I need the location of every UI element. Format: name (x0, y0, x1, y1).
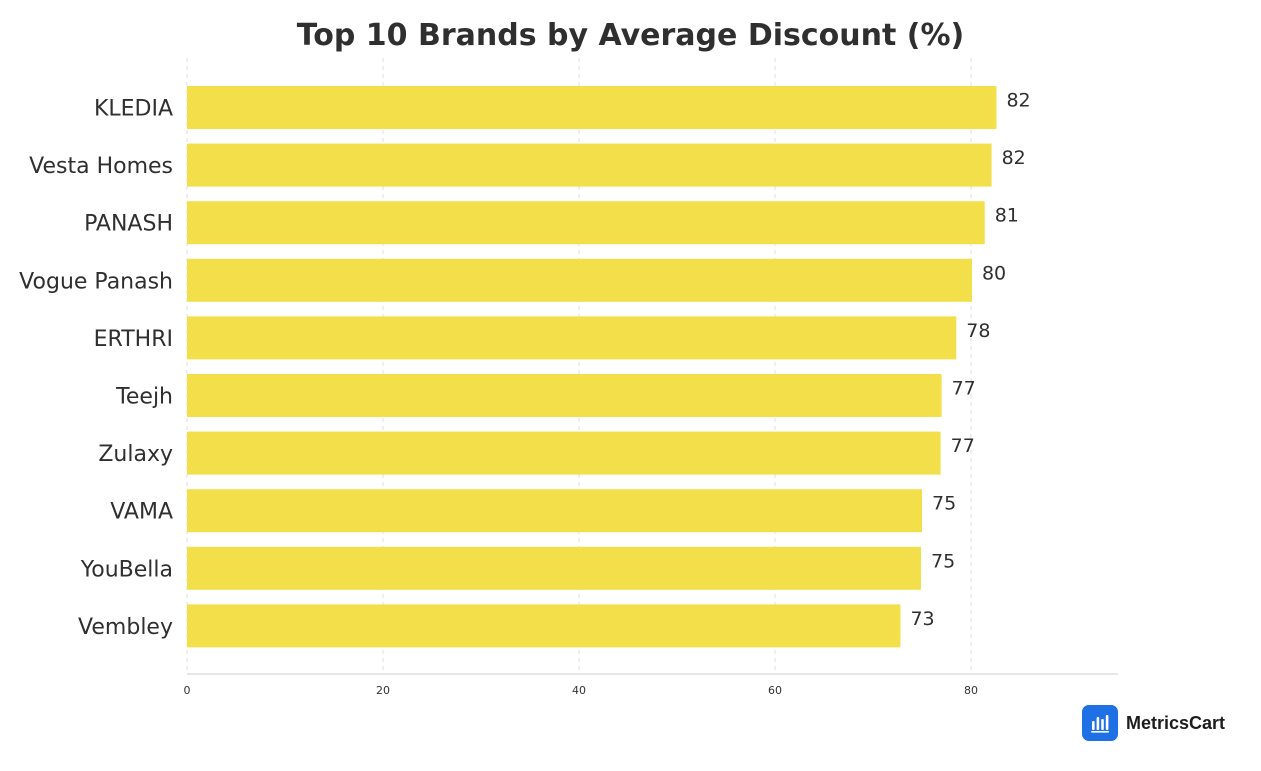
value-label: 75 (931, 550, 955, 572)
bar (187, 374, 942, 417)
bar (187, 604, 901, 648)
category-label: Vogue Panash (19, 269, 173, 294)
x-tick-label: 60 (768, 684, 782, 697)
x-tick-labels: 0 20 40 60 80 (184, 684, 979, 697)
chart-title: Top 10 Brands by Average Discount (%) (296, 18, 965, 53)
category-label: KLEDIA (94, 97, 173, 122)
value-label: 73 (910, 608, 934, 630)
bars (187, 86, 997, 648)
category-label: ERTHRI (94, 327, 173, 352)
value-label: 77 (951, 435, 975, 457)
category-label: Zulaxy (98, 442, 173, 467)
bar (187, 143, 992, 187)
category-labels: KLEDIA Vesta Homes PANASH Vogue Panash ERTHR… (19, 97, 173, 640)
x-tick-label: 20 (376, 684, 390, 697)
brand-name: MetricsCart (1126, 712, 1226, 733)
bar (187, 86, 997, 129)
brand-logo: MetricsCart (1082, 704, 1225, 742)
category-label: Vembley (78, 615, 173, 640)
value-label: 81 (995, 205, 1019, 227)
value-label: 78 (966, 320, 990, 342)
bar (187, 316, 957, 360)
bar (187, 546, 922, 590)
bar (187, 201, 985, 245)
value-labels: 82 82 81 80 78 77 77 75 75 73 (910, 90, 1030, 630)
value-label: 75 (932, 493, 956, 515)
bar (187, 431, 941, 475)
value-label: 82 (1002, 147, 1026, 169)
category-label: PANASH (84, 212, 173, 237)
value-label: 80 (982, 262, 1006, 284)
value-label: 82 (1006, 90, 1030, 112)
category-label: YouBella (80, 557, 173, 582)
x-tick-label: 80 (964, 684, 978, 697)
category-label: Teejh (115, 385, 173, 410)
bar (187, 258, 972, 302)
bar-chart-icon (1082, 705, 1118, 741)
value-label: 77 (952, 378, 976, 400)
x-tick-label: 0 (184, 684, 191, 697)
category-label: VAMA (110, 500, 173, 525)
category-label: Vesta Homes (29, 154, 173, 179)
bar (187, 489, 922, 533)
x-tick-label: 40 (572, 684, 586, 697)
